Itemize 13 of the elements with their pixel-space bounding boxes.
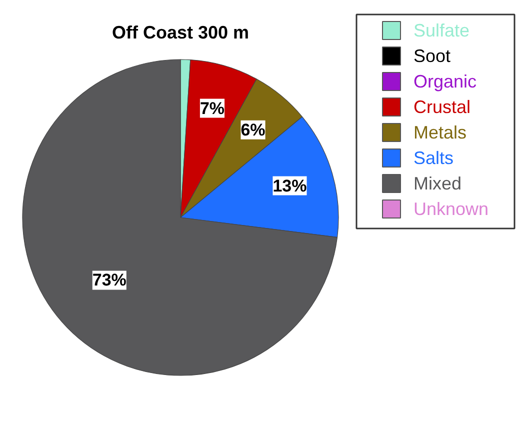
data-label: 6%: [240, 120, 266, 140]
data-label: 7%: [200, 98, 225, 118]
legend-label: Mixed: [414, 174, 462, 194]
legend-label: Sulfate: [414, 20, 470, 40]
legend-label: Crustal: [414, 97, 471, 117]
legend-label: Soot: [414, 46, 451, 66]
legend-label: Unknown: [414, 199, 489, 219]
data-label: 13%: [272, 176, 307, 196]
legend-label: Organic: [414, 72, 477, 92]
legend-label: Salts: [414, 148, 454, 168]
text: Off Coast 300 m: [112, 22, 250, 42]
data-label: 73%: [92, 270, 126, 290]
legend-label: Metals: [414, 122, 467, 142]
